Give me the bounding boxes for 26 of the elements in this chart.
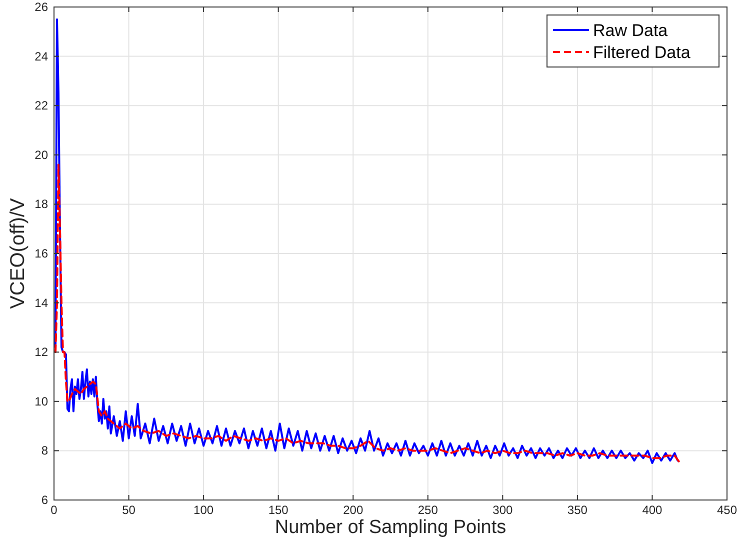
x-tick-label: 200 xyxy=(343,503,364,517)
y-tick-label: 6 xyxy=(41,493,48,507)
x-tick-label: 250 xyxy=(418,503,438,517)
x-tick-label: 400 xyxy=(642,503,663,517)
x-tick-label: 450 xyxy=(716,503,738,517)
y-tick-label: 10 xyxy=(34,394,48,408)
y-axis-title: VCEO(off)/V xyxy=(7,197,29,309)
y-tick-label: 16 xyxy=(34,246,48,260)
x-tick-label: 300 xyxy=(492,503,513,517)
x-tick-label: 0 xyxy=(50,503,58,517)
legend-label: Filtered Data xyxy=(593,43,691,62)
legend-label: Raw Data xyxy=(593,21,668,40)
x-axis-title: Number of Sampling Points xyxy=(274,517,506,538)
y-tick-label: 8 xyxy=(41,444,48,458)
y-tick-label: 18 xyxy=(34,197,48,212)
x-tick-label: 350 xyxy=(567,503,588,517)
x-tick-label: 50 xyxy=(122,503,136,517)
y-tick-label: 26 xyxy=(34,0,48,14)
y-tick-label: 12 xyxy=(34,345,48,360)
y-tick-label: 22 xyxy=(34,98,48,113)
x-tick-label: 150 xyxy=(268,503,289,517)
line-series xyxy=(54,164,680,463)
x-tick-label: 100 xyxy=(194,503,214,517)
y-tick-label: 14 xyxy=(34,296,48,310)
y-tick-label: 24 xyxy=(34,49,48,64)
y-tick-label: 20 xyxy=(34,148,48,162)
